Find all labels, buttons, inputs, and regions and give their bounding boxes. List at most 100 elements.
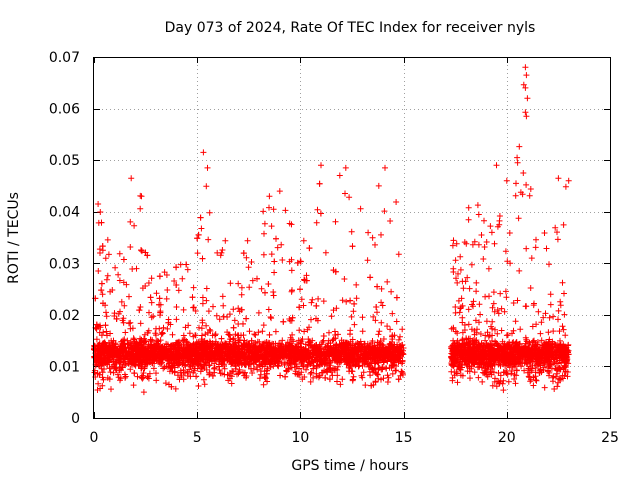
data-point	[177, 261, 184, 268]
data-point	[395, 336, 402, 343]
data-point	[102, 322, 109, 329]
data-point	[206, 209, 213, 216]
data-point	[278, 360, 285, 367]
data-point	[198, 225, 205, 232]
data-point	[320, 298, 327, 305]
data-point	[98, 219, 105, 226]
data-point	[173, 264, 180, 271]
data-point	[328, 313, 335, 320]
data-point	[122, 329, 129, 336]
data-point	[346, 194, 353, 201]
data-point	[199, 319, 206, 326]
data-point	[130, 335, 137, 342]
data-point	[528, 255, 535, 262]
data-point	[378, 346, 385, 353]
data-point	[214, 341, 221, 348]
data-point	[99, 243, 106, 250]
data-point	[557, 302, 564, 309]
data-point	[115, 271, 122, 278]
data-point	[270, 292, 277, 299]
data-point	[206, 326, 213, 333]
data-point	[343, 298, 350, 305]
data-point	[271, 269, 278, 276]
data-point	[262, 289, 268, 296]
data-point	[372, 379, 379, 386]
data-point	[357, 205, 364, 212]
data-point	[313, 370, 320, 377]
x-tick-label: 10	[291, 430, 309, 446]
data-point	[395, 376, 402, 383]
data-point	[318, 361, 325, 368]
data-point	[326, 329, 332, 336]
data-point	[535, 308, 542, 315]
data-point	[173, 316, 180, 323]
data-point	[313, 219, 320, 226]
data-point	[373, 304, 380, 310]
data-point	[143, 338, 149, 345]
data-point	[126, 293, 132, 300]
data-point	[503, 294, 510, 301]
data-point	[199, 300, 206, 307]
data-point	[184, 266, 191, 273]
data-point	[126, 320, 133, 327]
data-point	[316, 180, 323, 187]
data-point	[185, 322, 192, 329]
data-point	[217, 252, 224, 259]
data-point	[147, 336, 154, 343]
data-point	[264, 365, 271, 372]
data-point	[398, 368, 405, 375]
data-point	[235, 280, 242, 287]
data-point	[348, 368, 355, 374]
data-point	[276, 340, 283, 347]
data-point	[389, 310, 396, 317]
data-point	[550, 313, 557, 320]
data-point	[94, 387, 101, 393]
data-point	[383, 365, 390, 372]
data-point	[378, 299, 385, 306]
data-point	[301, 328, 308, 335]
data-point	[359, 328, 366, 335]
data-point	[338, 346, 345, 353]
data-point	[306, 338, 313, 345]
data-point	[160, 324, 167, 331]
data-point	[249, 370, 256, 376]
data-point	[498, 327, 505, 334]
data-point	[380, 336, 387, 342]
data-point	[547, 291, 554, 298]
data-point	[452, 257, 459, 264]
data-point	[228, 373, 235, 380]
data-point	[199, 332, 205, 339]
y-tick-label: 0	[71, 411, 80, 427]
data-point	[131, 222, 138, 229]
data-point	[129, 266, 136, 272]
data-point	[332, 218, 339, 225]
x-tick-label: 20	[498, 430, 516, 446]
data-point	[300, 302, 307, 309]
data-point	[110, 348, 117, 354]
data-point	[241, 369, 248, 376]
data-point	[205, 308, 212, 315]
data-point	[206, 370, 213, 377]
data-point	[173, 339, 180, 346]
data-point	[378, 319, 385, 326]
data-point	[277, 372, 284, 379]
data-point	[527, 378, 534, 385]
data-point	[288, 336, 295, 343]
data-point	[219, 349, 226, 356]
data-point	[375, 331, 382, 338]
data-point	[326, 376, 333, 383]
data-point	[277, 347, 284, 354]
data-point	[99, 291, 106, 298]
data-point	[122, 374, 129, 381]
data-point	[212, 348, 219, 355]
data-point	[158, 360, 165, 367]
data-point	[91, 342, 98, 349]
data-point	[391, 357, 398, 364]
data-point	[108, 386, 114, 393]
data-point	[236, 366, 243, 373]
data-point	[120, 358, 127, 365]
data-point	[127, 218, 134, 225]
data-point	[203, 183, 210, 190]
data-point	[555, 307, 562, 314]
data-point	[300, 362, 307, 369]
